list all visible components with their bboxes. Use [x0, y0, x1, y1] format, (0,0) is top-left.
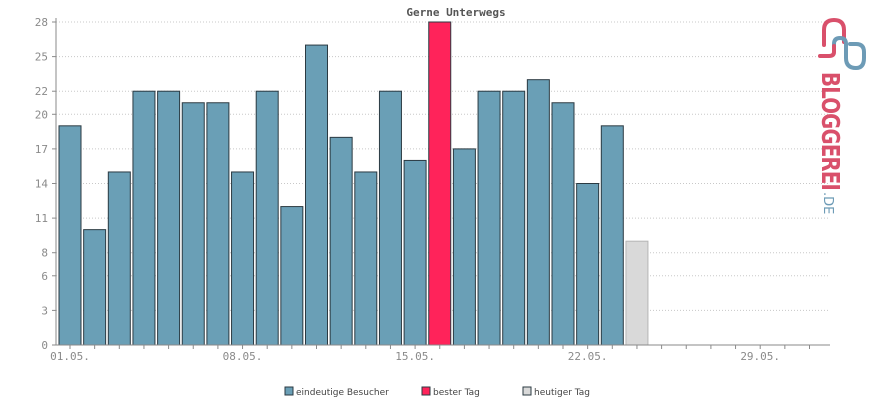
bar-day-17 [452, 148, 476, 346]
x-tick-label: 22.05. [568, 350, 608, 363]
bar-day-24 [625, 240, 649, 346]
y-tick-label: 8 [41, 247, 48, 260]
x-tick-label: 08.05. [223, 350, 263, 363]
y-tick-label: 0 [41, 339, 48, 352]
bar-day-2 [83, 229, 107, 346]
x-tick-label: 29.05. [740, 350, 780, 363]
chart-title: Gerne Unterwegs [406, 6, 505, 19]
legend-swatch [421, 386, 431, 396]
bars [58, 21, 649, 346]
bar-day-20 [526, 79, 550, 346]
bloggerei-logo: BLOGGEREI .DE [816, 17, 866, 214]
bar-day-12 [329, 136, 353, 346]
bar-day-6 [181, 102, 205, 346]
y-tick-label: 3 [41, 304, 48, 317]
logo-text: BLOGGEREI [816, 72, 845, 190]
bar-day-9 [255, 90, 279, 346]
legend-item-visitor: eindeutige Besucher [284, 386, 389, 398]
y-tick-label: 17 [35, 143, 48, 156]
y-tick-labels: 0 3 6 8 11 14 17 20 22 25 28 [35, 16, 49, 352]
y-tick-label: 11 [35, 212, 48, 225]
bar-day-5 [157, 90, 181, 346]
legend-swatch [284, 386, 294, 396]
y-tick-label: 20 [35, 108, 48, 121]
bar-day-7 [206, 102, 230, 346]
y-tick-label: 6 [41, 270, 48, 283]
y-tick-label: 14 [35, 178, 49, 191]
x-tick-label: 15.05. [395, 350, 435, 363]
legend-label: eindeutige Besucher [296, 388, 389, 398]
bar-day-1 [58, 125, 82, 346]
legend-swatch [522, 386, 532, 396]
bar-day-8 [231, 171, 255, 346]
bar-day-16 [428, 21, 452, 346]
legend-label: bester Tag [433, 388, 480, 398]
bar-day-15 [403, 159, 427, 346]
legend-item-best: bester Tag [421, 386, 480, 398]
y-tick-label: 25 [35, 51, 48, 64]
x-tick-labels: 01.05. 08.05. 15.05. 22.05. 29.05. [50, 350, 780, 363]
y-tick-label: 28 [35, 16, 48, 29]
y-tick-label: 22 [35, 85, 48, 98]
bar-day-19 [502, 90, 526, 346]
bar-day-10 [280, 206, 304, 346]
bar-day-4 [132, 90, 156, 346]
bar-day-18 [477, 90, 501, 346]
legend-item-today: heutiger Tag [522, 386, 590, 398]
legend: eindeutige Besucher bester Tag heutiger Ta… [284, 386, 590, 398]
bar-day-22 [576, 183, 600, 346]
bar-day-23 [600, 125, 624, 346]
bar-day-11 [305, 44, 328, 346]
bar-day-3 [107, 171, 131, 346]
legend-label: heutiger Tag [534, 388, 590, 398]
axes [52, 18, 830, 349]
logo-domain-suffix: .DE [820, 192, 835, 214]
bar-day-14 [378, 90, 402, 346]
x-tick-label: 01.05. [50, 350, 90, 363]
bar-day-21 [551, 102, 575, 346]
bar-day-13 [354, 171, 378, 346]
logo-icon [818, 17, 866, 71]
